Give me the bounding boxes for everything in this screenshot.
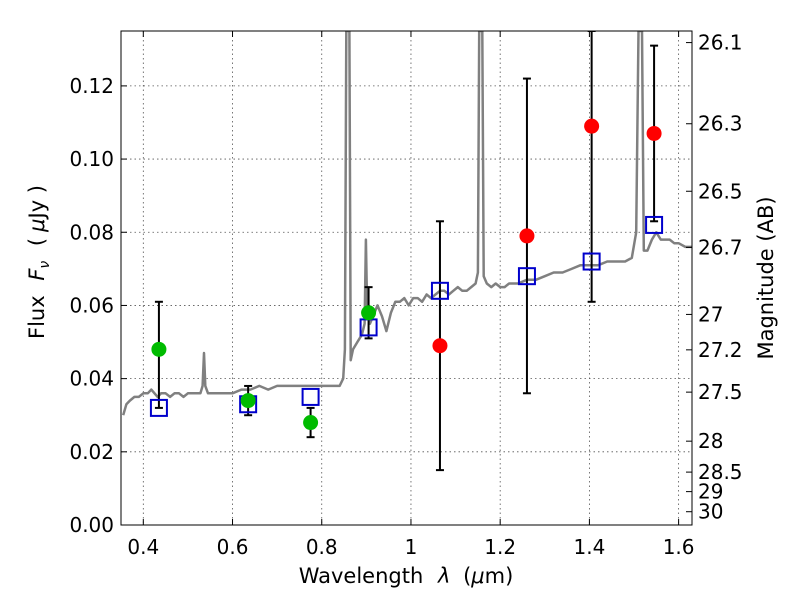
y2-tick-label: 26.1 — [698, 31, 743, 55]
model-square-marker — [645, 215, 664, 234]
y-tick-label: 0.04 — [69, 367, 114, 391]
x-axis-label: Wavelength λ (μm) — [299, 564, 514, 588]
green-point — [303, 415, 319, 431]
y2-tick-label: 28 — [698, 429, 723, 453]
y2-tick-label: 26.7 — [698, 235, 743, 259]
x-axis-label-unit-mu: μ — [470, 564, 484, 588]
x-tick-label: 1 — [405, 535, 418, 559]
model-square-marker — [149, 398, 168, 417]
x-tick-label: 1.6 — [663, 535, 695, 559]
observed-point-layer — [151, 118, 662, 431]
x-tick-label: 1.4 — [573, 535, 605, 559]
x-axis-label-unit-rest: m) — [485, 564, 514, 588]
y-tick-label: 0.00 — [69, 513, 114, 537]
y-axis-label-subscript: ν — [37, 261, 53, 269]
y-tick-label: 0.02 — [69, 440, 114, 464]
x-tick-label: 0.4 — [127, 535, 159, 559]
y-tick-label: 0.10 — [69, 147, 114, 171]
y-axis-label-unit-rest: Jy ) — [25, 185, 49, 221]
x-axis-label-unit-open: ( — [463, 564, 471, 588]
y-axis-label-text: Flux — [25, 295, 49, 339]
y2-tick-label: 30 — [698, 500, 723, 524]
model-square-marker — [301, 387, 320, 406]
y2-tick-label: 28.5 — [698, 460, 743, 484]
y2-tick-label: 26.5 — [698, 179, 743, 203]
y-tick-label: 0.06 — [69, 293, 114, 317]
red-point — [646, 125, 662, 141]
red-point — [584, 118, 600, 134]
y-tick-label: 0.12 — [69, 74, 114, 98]
x-axis-label-text: Wavelength — [299, 564, 424, 588]
model-square-marker — [430, 281, 449, 300]
y-axis-label: Flux Fν ( μJy ) — [25, 185, 54, 339]
y-axis-label-symbol: F — [25, 268, 49, 281]
plot-frame — [120, 30, 693, 526]
y2-tick-label: 27 — [698, 302, 723, 326]
green-point — [151, 341, 167, 357]
y2-tick-label: 26.3 — [698, 112, 743, 136]
green-point — [240, 393, 256, 409]
y2-tick-label: 27.2 — [698, 338, 743, 362]
x-tick-label: 0.8 — [306, 535, 338, 559]
red-point — [519, 228, 535, 244]
y2-axis-label: Magnitude (AB) — [754, 196, 778, 359]
plot-area — [121, 31, 692, 472]
model-square-marker — [517, 267, 536, 286]
red-point — [432, 338, 448, 354]
tick-layer: 0.4 0.6 0.8 1 1.2 1.4 1.6 0.00 0.02 0.04 0.06 0.08 0… — [69, 31, 742, 559]
x-tick-label: 0.6 — [217, 535, 249, 559]
y2-tick-label: 29 — [698, 480, 723, 504]
x-tick-label: 1.2 — [484, 535, 516, 559]
y-axis-label-unit-open: ( — [25, 238, 49, 246]
y-tick-label: 0.08 — [69, 220, 114, 244]
model-square-marker — [582, 252, 601, 271]
x-axis-label-symbol: λ — [437, 564, 450, 588]
y2-tick-label: 27.5 — [698, 380, 743, 404]
y-axis-label-unit-mu: μ — [25, 218, 49, 232]
green-point — [361, 305, 377, 321]
